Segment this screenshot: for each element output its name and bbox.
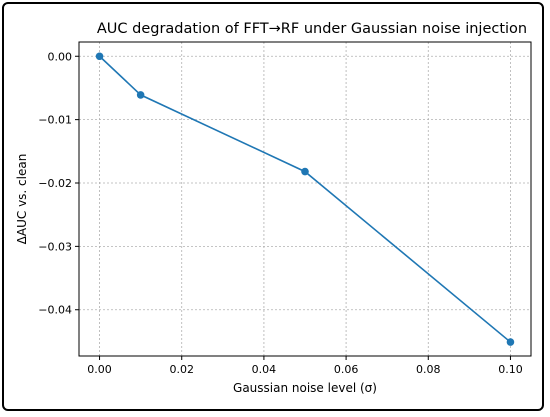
y-tick-label: −0.02 bbox=[38, 177, 72, 190]
y-axis-label: ΔAUC vs. clean bbox=[15, 154, 29, 245]
x-tick-label: 0.08 bbox=[416, 363, 441, 376]
y-tick-label: −0.03 bbox=[38, 240, 72, 253]
ticks: 0.00 0.02 0.04 0.06 0.08 0.10 0.00 −0.01 −0.02 −0… bbox=[38, 50, 522, 376]
x-tick-label: 0.06 bbox=[334, 363, 359, 376]
x-tick-label: 0.00 bbox=[87, 363, 112, 376]
y-tick-label: −0.01 bbox=[38, 114, 72, 127]
y-tick-label: −0.04 bbox=[38, 304, 72, 317]
series-line bbox=[99, 55, 511, 343]
data-point bbox=[95, 52, 104, 61]
figure-border bbox=[2, 2, 544, 411]
data-point bbox=[136, 91, 145, 99]
series-layer bbox=[95, 52, 515, 346]
y-tick-label: 0.00 bbox=[48, 50, 73, 63]
chart-title: AUC degradation of FFT→RF under Gaussian… bbox=[97, 21, 527, 37]
data-point bbox=[506, 338, 515, 346]
x-tick-label: 0.10 bbox=[498, 363, 523, 376]
x-tick-label: 0.04 bbox=[252, 363, 277, 376]
plot-area-frame bbox=[78, 41, 532, 357]
x-axis-label: Gaussian noise level (σ) bbox=[233, 381, 377, 395]
grid bbox=[79, 42, 531, 356]
data-point bbox=[301, 167, 309, 176]
x-tick-label: 0.02 bbox=[169, 363, 194, 376]
